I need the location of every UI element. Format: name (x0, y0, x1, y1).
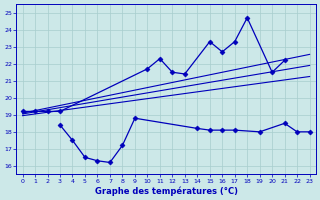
X-axis label: Graphe des températures (°C): Graphe des températures (°C) (95, 186, 237, 196)
